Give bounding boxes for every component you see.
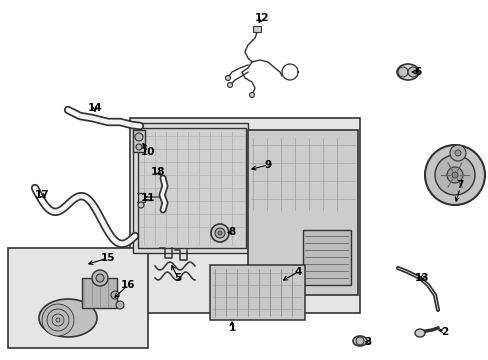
Text: 16: 16 [121, 280, 135, 290]
Circle shape [218, 231, 222, 235]
Text: 6: 6 [413, 67, 421, 77]
Text: 1: 1 [228, 323, 235, 333]
Bar [130, 118, 359, 313]
Circle shape [424, 145, 484, 205]
Circle shape [434, 155, 474, 195]
Bar [8, 248, 148, 348]
Circle shape [47, 309, 69, 331]
Text: 9: 9 [264, 160, 271, 170]
Bar [133, 123, 247, 253]
Circle shape [42, 304, 74, 336]
Circle shape [225, 76, 230, 81]
Circle shape [210, 224, 228, 242]
Text: 7: 7 [455, 180, 463, 190]
Text: 2: 2 [441, 327, 447, 337]
Circle shape [96, 274, 104, 282]
Circle shape [407, 67, 417, 77]
Circle shape [249, 93, 254, 98]
Text: 10: 10 [141, 147, 155, 157]
Circle shape [449, 145, 465, 161]
Text: 11: 11 [141, 193, 155, 203]
Text: 15: 15 [101, 253, 115, 263]
Text: 13: 13 [414, 273, 428, 283]
Circle shape [454, 150, 460, 156]
Text: 14: 14 [87, 103, 102, 113]
Circle shape [138, 202, 143, 208]
Text: 12: 12 [254, 13, 269, 23]
Circle shape [355, 337, 363, 345]
Bar [252, 26, 261, 32]
Circle shape [56, 318, 60, 322]
Bar [303, 230, 350, 285]
Text: 17: 17 [35, 190, 49, 200]
Ellipse shape [352, 336, 366, 346]
Circle shape [116, 301, 124, 309]
Text: 3: 3 [364, 337, 371, 347]
Circle shape [215, 228, 224, 238]
Bar [247, 130, 357, 295]
Text: 18: 18 [150, 167, 165, 177]
Bar [138, 128, 245, 248]
Circle shape [92, 270, 108, 286]
Text: 4: 4 [294, 267, 301, 277]
Circle shape [111, 291, 119, 299]
Circle shape [397, 67, 407, 77]
Ellipse shape [39, 299, 97, 337]
Circle shape [446, 167, 462, 183]
Text: 8: 8 [228, 227, 235, 237]
Ellipse shape [396, 64, 418, 80]
Bar [133, 130, 145, 152]
Text: 5: 5 [174, 273, 181, 283]
Ellipse shape [414, 329, 424, 337]
Bar [82, 278, 117, 308]
Circle shape [135, 133, 142, 141]
Circle shape [451, 172, 457, 178]
Circle shape [52, 314, 64, 326]
Bar [209, 265, 305, 320]
Circle shape [227, 82, 232, 87]
Circle shape [136, 144, 142, 150]
